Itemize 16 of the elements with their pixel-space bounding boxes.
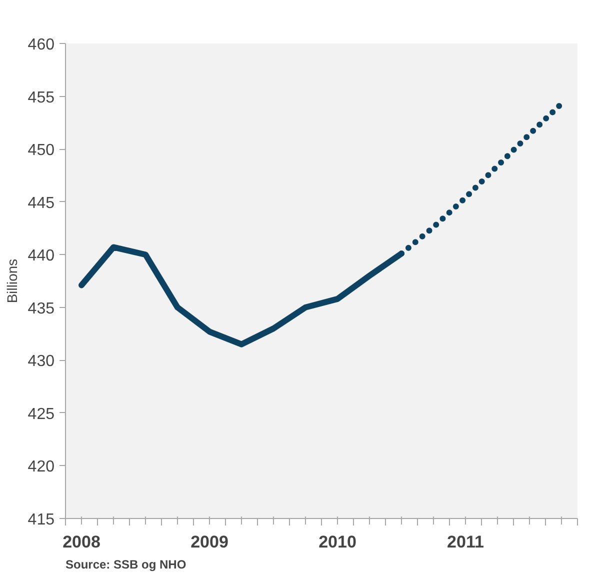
source-note: Source: SSB og NHO <box>66 558 186 572</box>
y-tick-label: 445 <box>28 194 55 212</box>
y-tick-label: 440 <box>28 248 55 265</box>
y-tick-label: 420 <box>28 458 55 476</box>
y-tick-label: 415 <box>28 512 55 528</box>
y-tick-label: 430 <box>28 353 55 370</box>
y-tick-label: 455 <box>28 89 55 106</box>
x-tick-label: 2011 <box>447 532 484 552</box>
x-tick-label: 2010 <box>318 532 356 552</box>
x-tick-label: 2009 <box>190 532 228 552</box>
y-tick-label: 435 <box>28 300 55 318</box>
y-axis-title: Billions <box>4 258 20 304</box>
y-tick-label: 425 <box>28 406 55 423</box>
y-tick-label: 450 <box>28 142 55 160</box>
y-tick-label: 460 <box>28 36 55 54</box>
x-tick-label: 2008 <box>62 532 100 552</box>
